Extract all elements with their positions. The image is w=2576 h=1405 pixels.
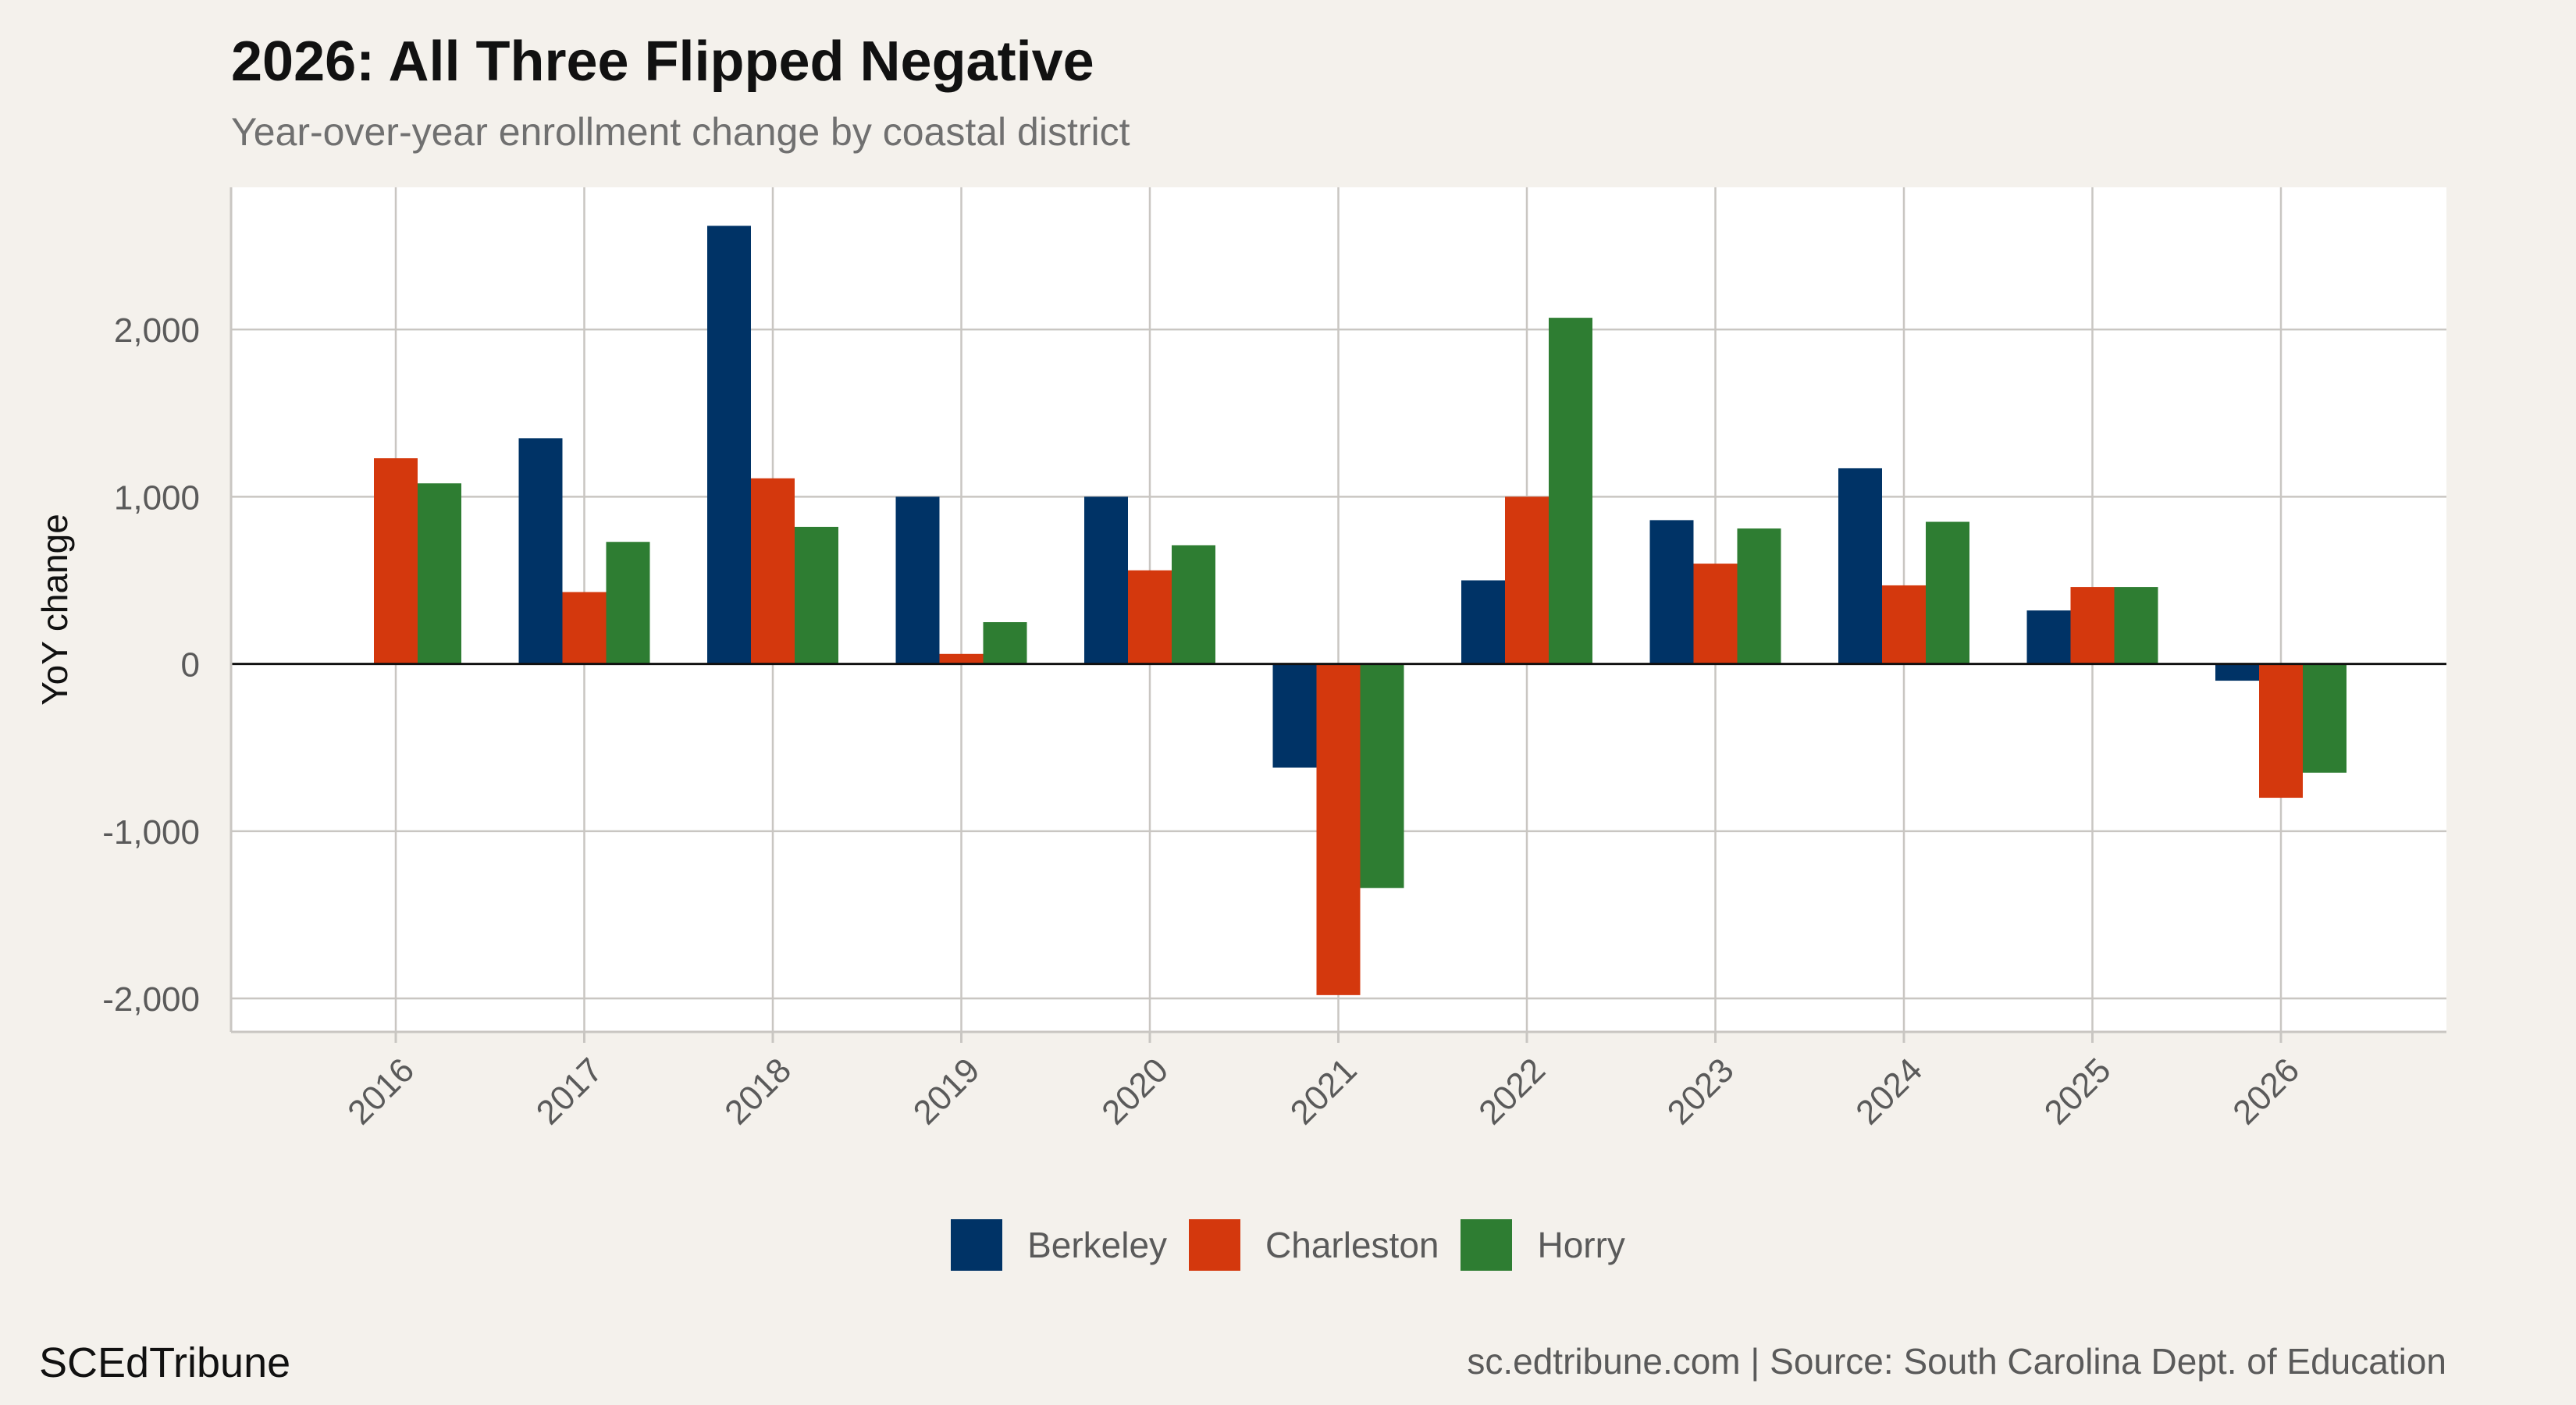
legend: Berkeley Charleston Horry [0, 1219, 2576, 1271]
bar-horry-2022 [1549, 318, 1592, 664]
x-tick-label: 2018 [717, 1051, 799, 1132]
legend-item-horry: Horry [1461, 1219, 1625, 1271]
bar-charleston-2022 [1505, 496, 1549, 664]
x-tick-label: 2022 [1471, 1051, 1553, 1132]
brand-name: SCEdTribune [39, 1339, 291, 1386]
x-tick-label: 2026 [2226, 1051, 2307, 1132]
bar-berkeley-2025 [2026, 610, 2071, 664]
y-tick-label: 1,000 [114, 478, 200, 517]
source-credit: sc.edtribune.com | Source: South Carolin… [1467, 1341, 2446, 1382]
bar-horry-2026 [2303, 663, 2347, 773]
x-tick-label: 2016 [340, 1051, 422, 1132]
bar-horry-2018 [795, 526, 838, 664]
bar-horry-2021 [1360, 663, 1404, 888]
bar-berkeley-2019 [895, 496, 940, 664]
bars-layer [374, 226, 2347, 995]
bar-berkeley-2018 [707, 226, 751, 664]
bar-berkeley-2023 [1649, 520, 1694, 664]
legend-swatch-horry [1461, 1219, 1513, 1271]
x-tick-label: 2023 [1660, 1051, 1742, 1132]
x-tick-label: 2020 [1094, 1051, 1176, 1132]
legend-label-charleston: Charleston [1265, 1225, 1439, 1265]
y-tick-label: 2,000 [114, 311, 200, 350]
x-tick-label: 2024 [1848, 1051, 1930, 1132]
bar-charleston-2018 [751, 478, 795, 664]
bar-berkeley-2026 [2215, 663, 2259, 681]
bar-charleston-2019 [939, 653, 984, 664]
bar-berkeley-2022 [1461, 580, 1505, 664]
bar-berkeley-2017 [518, 438, 563, 664]
bar-horry-2019 [983, 622, 1027, 664]
y-tick-label: -2,000 [102, 980, 200, 1019]
bar-charleston-2021 [1316, 663, 1361, 995]
chart-subtitle: Year-over-year enrollment change by coas… [231, 110, 1130, 154]
bar-horry-2016 [418, 483, 461, 664]
x-tick-label: 2017 [529, 1051, 610, 1132]
legend-swatch-berkeley [951, 1219, 1003, 1271]
legend-swatch-charleston [1189, 1219, 1241, 1271]
bar-berkeley-2020 [1084, 496, 1128, 664]
bar-berkeley-2021 [1272, 663, 1317, 768]
x-tick-label: 2021 [1283, 1051, 1364, 1132]
bar-charleston-2024 [1882, 585, 1926, 664]
x-tick-label: 2019 [906, 1051, 987, 1132]
bar-berkeley-2024 [1838, 468, 1882, 664]
legend-label-horry: Horry [1537, 1225, 1625, 1265]
bar-horry-2023 [1737, 528, 1781, 664]
bar-charleston-2020 [1128, 570, 1172, 664]
bar-horry-2024 [1926, 521, 1969, 664]
bar-charleston-2017 [562, 592, 607, 664]
y-axis-title: YoY change [34, 514, 75, 706]
chart-title: 2026: All Three Flipped Negative [231, 30, 1094, 93]
bar-charleston-2025 [2070, 587, 2115, 664]
legend-item-charleston: Charleston [1189, 1219, 1439, 1271]
bar-horry-2020 [1172, 545, 1215, 664]
bar-charleston-2026 [2259, 663, 2303, 799]
bar-horry-2025 [2114, 587, 2158, 664]
legend-item-berkeley: Berkeley [951, 1219, 1167, 1271]
bar-charleston-2016 [374, 458, 418, 664]
bar-charleston-2023 [1693, 564, 1738, 664]
y-tick-label: 0 [181, 646, 200, 685]
legend-label-berkeley: Berkeley [1027, 1225, 1168, 1265]
y-tick-label: -1,000 [102, 813, 200, 852]
x-tick-label: 2025 [2037, 1051, 2119, 1132]
bar-horry-2017 [606, 542, 650, 664]
